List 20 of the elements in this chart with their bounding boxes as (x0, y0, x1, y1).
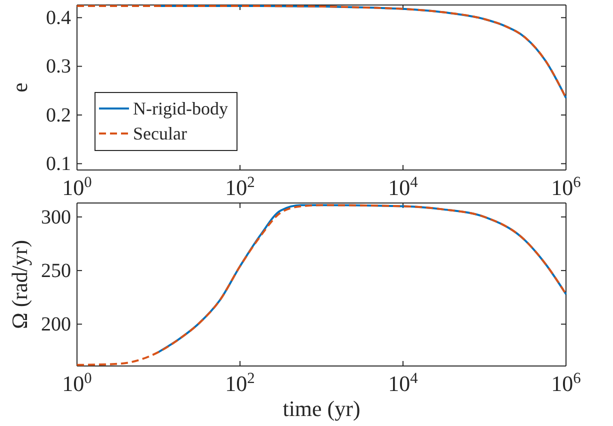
x-tick-label: 10$^{6}$ (551, 174, 582, 200)
y-axis-title: e (7, 82, 32, 92)
y-tick-label: 0.3 (46, 56, 71, 78)
y-tick-label: 0.4 (46, 7, 71, 30)
y-tick-label: 250 (41, 260, 71, 282)
y-tick-label: 300 (41, 206, 71, 228)
x-tick-label: 10$^{4}$ (388, 174, 418, 200)
x-tick-label: 10$^{0}$ (62, 370, 92, 396)
x-tick-label: 10$^{4}$ (388, 370, 418, 396)
x-tick-label: 10$^{6}$ (551, 370, 582, 396)
y-tick-label: 0.2 (46, 104, 71, 126)
legend-label: N-rigid-body (133, 98, 228, 118)
x-axis-title: time (yr) (282, 396, 360, 421)
y-tick-label: 200 (41, 314, 71, 336)
y-tick-label: 0.1 (46, 153, 71, 176)
x-tick-label: 10$^{2}$ (225, 174, 255, 200)
x-tick-label: 10$^{0}$ (62, 174, 92, 200)
y-axis-title: Ω (rad/yr) (7, 240, 32, 330)
legend-label: Secular (133, 124, 187, 144)
x-tick-label: 10$^{2}$ (225, 370, 255, 396)
